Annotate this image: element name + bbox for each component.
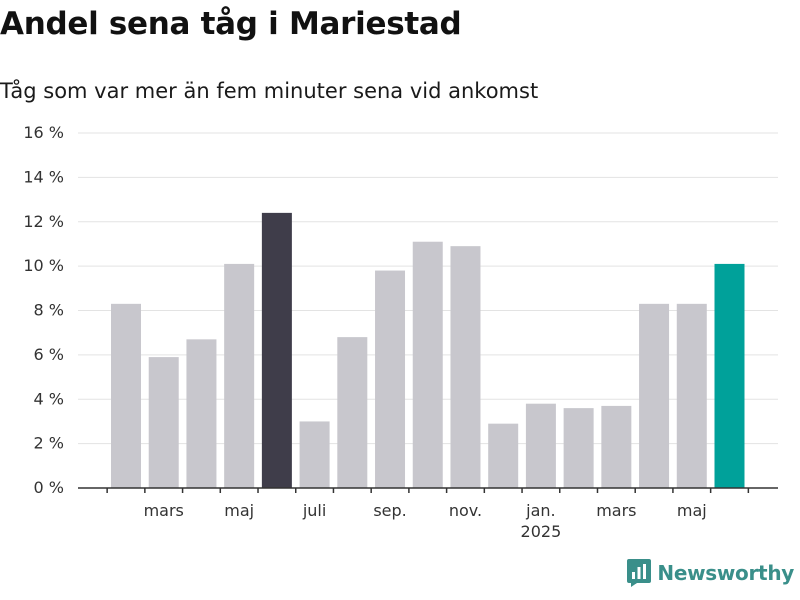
x-tick-label: maj [224,501,254,520]
bar-2024-07 [299,421,330,488]
bar-2025-03 [601,405,632,488]
bar-2025-05 [676,303,707,488]
x-tick-year-label: 2025 [521,522,562,541]
bar-2024-11 [450,246,481,488]
bar-2024-12 [488,423,519,488]
x-tick-label: mars [596,501,636,520]
y-tick-label: 8 % [34,301,64,320]
x-tick-label: juli [302,501,326,520]
y-tick-label: 16 % [23,123,64,142]
bar-2024-09 [375,270,406,488]
bar-2024-08 [337,337,368,488]
bar-2024-04 [186,339,217,488]
brand-name: Newsworthy [657,561,794,585]
bar-2025-06 [714,263,745,488]
bar-2024-06 [261,212,292,488]
y-tick-label: 4 % [34,389,64,408]
y-tick-label: 6 % [34,345,64,364]
bar-2025-01 [525,403,556,488]
y-tick-label: 14 % [23,167,64,186]
y-tick-label: 10 % [23,256,64,275]
newsworthy-brand: Newsworthy [627,558,794,588]
x-tick-label: nov. [449,501,482,520]
y-tick-label: 2 % [34,434,64,453]
chart-subtitle: Tåg som var mer än fem minuter sena vid … [0,79,539,103]
newsworthy-logo-icon [627,559,652,587]
x-tick-label: sep. [373,501,406,520]
y-tick-label: 0 % [34,478,64,497]
bar-2024-10 [412,241,443,488]
bar-2024-03 [148,357,179,488]
x-tick-label: jan. [525,501,555,520]
x-tick-label: maj [677,501,707,520]
bar-2025-04 [639,303,670,488]
chart-title: Andel sena tåg i Mariestad [0,6,462,42]
y-tick-label: 12 % [23,212,64,231]
bar-2024-02 [111,303,141,488]
x-tick-label: mars [144,501,184,520]
bar-2024-05 [224,263,255,488]
bar-2025-02 [563,408,594,488]
